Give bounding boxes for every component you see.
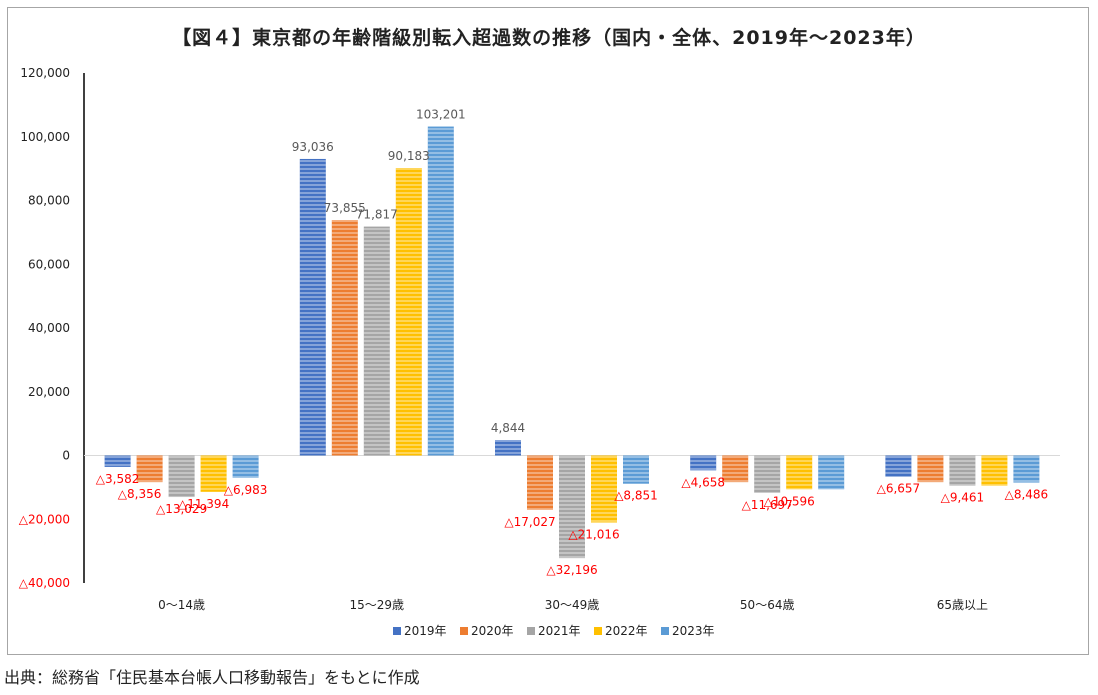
- y-tick-label: 100,000: [20, 130, 70, 144]
- legend-swatch: [527, 627, 535, 635]
- data-label: △9,461: [941, 491, 985, 505]
- bar-stripe: [363, 226, 390, 456]
- bar-stripe: [754, 455, 781, 493]
- data-label: 103,201: [416, 108, 466, 122]
- bar-stripe: [885, 455, 912, 477]
- data-label: 90,183: [388, 149, 430, 163]
- data-label: △4,658: [681, 475, 725, 489]
- y-tick-label: 60,000: [28, 257, 70, 271]
- bar-stripe: [559, 455, 585, 559]
- data-label: 93,036: [292, 140, 334, 154]
- legend-swatch: [661, 627, 669, 635]
- bar-stripe: [786, 455, 813, 490]
- data-label: 4,844: [491, 421, 525, 435]
- bar-stripe: [299, 158, 326, 456]
- legend-label: 2021年: [538, 624, 581, 638]
- y-tick-label: 40,000: [28, 321, 70, 335]
- chart-title: 【図４】東京都の年齢階級別転入超過数の推移（国内・全体、2019年～2023年）: [172, 27, 926, 49]
- data-label: 73,855: [324, 201, 366, 215]
- bar-stripe: [495, 440, 521, 456]
- x-category-label: 0～14歳: [158, 598, 205, 612]
- bar-stripe: [981, 455, 1008, 486]
- bar-stripe: [690, 455, 717, 471]
- legend-label: 2019年: [404, 624, 447, 638]
- data-label: △8,851: [614, 489, 658, 503]
- data-label: △3,582: [96, 472, 140, 486]
- data-label: △8,356: [118, 487, 162, 501]
- legend-swatch: [460, 627, 468, 635]
- bar-stripe: [427, 126, 454, 456]
- bar-stripe: [917, 455, 944, 483]
- bar-stripe: [395, 168, 422, 456]
- bar-stripe: [136, 455, 163, 483]
- legend-swatch: [594, 627, 602, 635]
- data-label: △8,486: [1005, 488, 1049, 502]
- bar-stripe: [527, 455, 553, 510]
- x-category-label: 50～64歳: [740, 598, 795, 612]
- bar-stripe: [104, 455, 131, 467]
- x-category-label: 65歳以上: [937, 598, 988, 612]
- data-label: △11,697: [742, 498, 793, 512]
- y-tick-label: △20,000: [19, 512, 70, 526]
- bar-stripe: [1013, 455, 1040, 483]
- data-label: △21,016: [568, 527, 619, 541]
- bar-stripe: [591, 455, 617, 523]
- bar-chart: 120,000 100,000 80,000 60,000 40,000 20,000 0 △…: [19, 66, 1060, 638]
- bar-stripe: [818, 455, 845, 490]
- bar-stripe: [623, 455, 649, 484]
- legend-label: 2023年: [672, 624, 715, 638]
- data-label: △17,027: [504, 515, 555, 529]
- bar-stripe: [722, 455, 749, 483]
- bar-stripe: [232, 455, 259, 478]
- x-category-label: 15～29歳: [350, 598, 405, 612]
- source-note: 出典：総務省「住民基本台帳人口移動報告」をもとに作成: [4, 668, 420, 687]
- data-label: △32,196: [546, 563, 597, 577]
- data-label: △6,657: [877, 482, 921, 496]
- bar-stripe: [331, 220, 358, 456]
- bar-stripe: [200, 455, 227, 492]
- legend-label: 2022年: [605, 624, 648, 638]
- bar-stripe: [168, 455, 195, 498]
- data-label: 71,817: [356, 208, 398, 222]
- y-tick-label: 120,000: [20, 66, 70, 80]
- y-tick-label: 20,000: [28, 385, 70, 399]
- y-tick-label: △40,000: [19, 576, 70, 590]
- data-label: △11,394: [178, 497, 229, 511]
- data-label: △10,596: [764, 494, 815, 508]
- chart-frame: [7, 7, 1089, 655]
- x-category-label: 30～49歳: [545, 598, 600, 612]
- legend-label: 2020年: [471, 624, 514, 638]
- legend-swatch: [393, 627, 401, 635]
- data-label: △6,983: [224, 483, 268, 497]
- data-label: △13,029: [156, 502, 207, 516]
- bar-stripe: [949, 455, 976, 486]
- y-tick-label: 0: [62, 449, 70, 463]
- y-tick-label: 80,000: [28, 194, 70, 208]
